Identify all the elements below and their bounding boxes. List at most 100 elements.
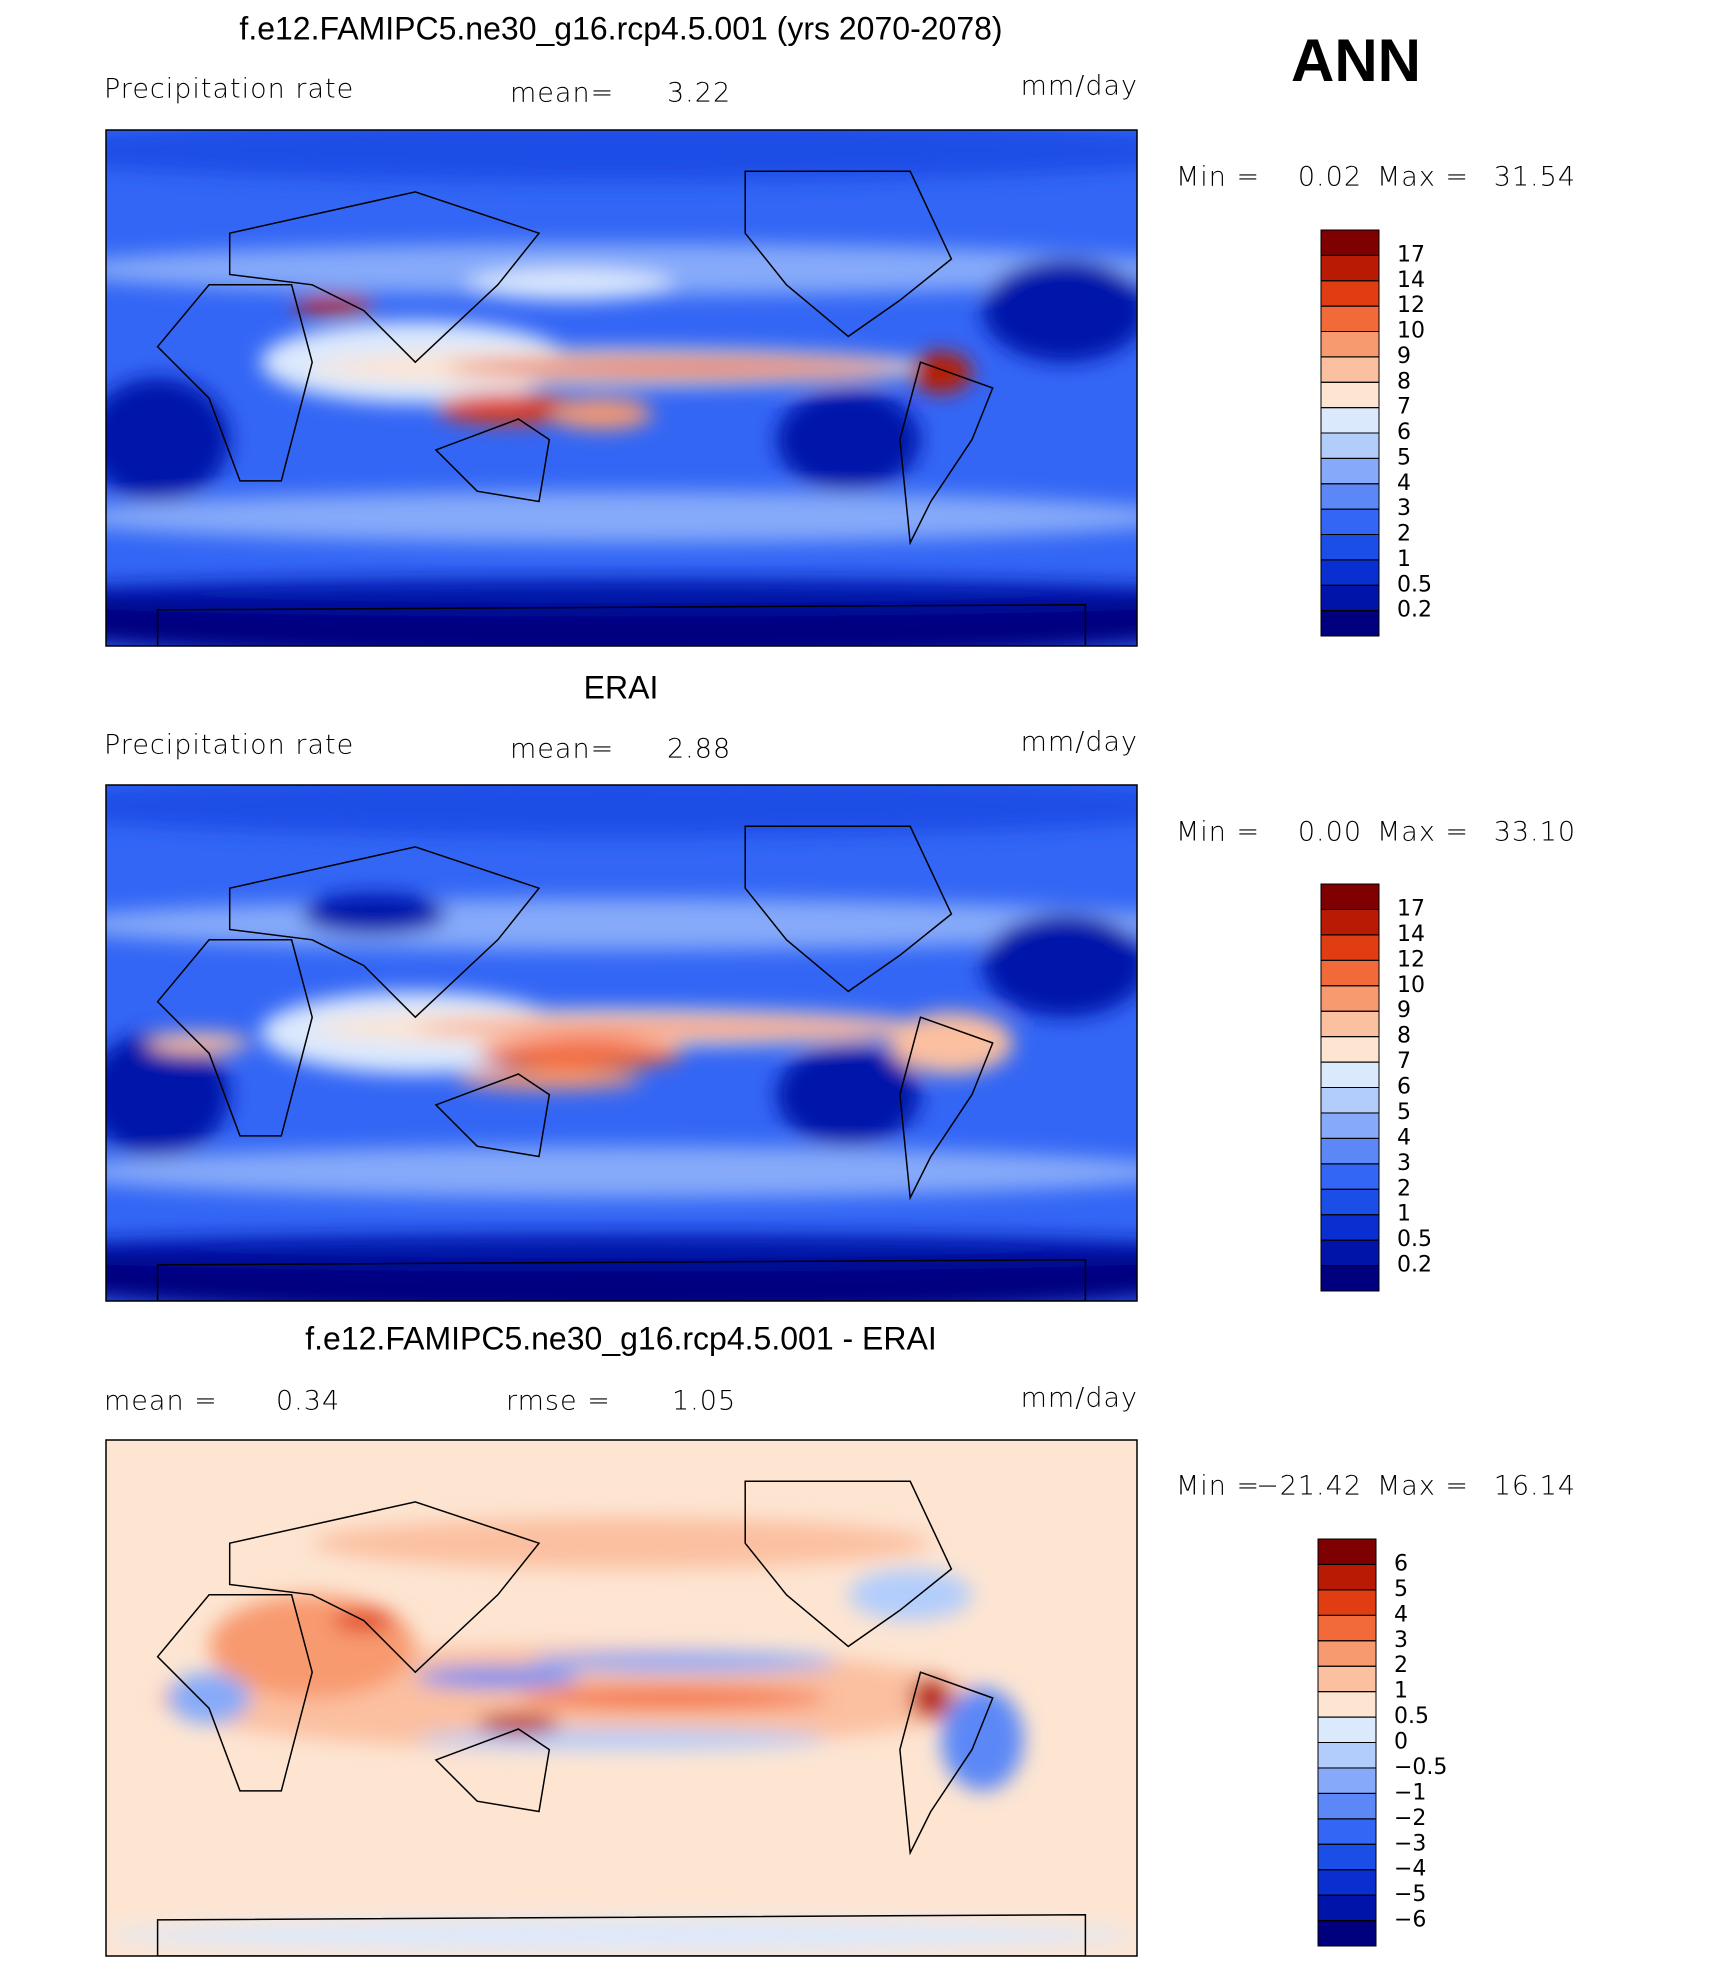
min-label: Min = <box>1176 1471 1260 1502</box>
units: mm/day <box>1021 727 1138 758</box>
colorbar-box <box>1317 1563 1377 1591</box>
colorbar-label: 14 <box>1397 268 1425 293</box>
field-region <box>415 1667 581 1688</box>
units: mm/day <box>1021 1383 1138 1414</box>
field-region <box>106 578 1137 610</box>
field-label: Precipitation rate <box>104 74 354 105</box>
colorbar-label: −6 <box>1394 1908 1426 1933</box>
field-region <box>106 1032 230 1157</box>
coastline <box>228 191 541 364</box>
field-region <box>106 491 1137 543</box>
mean-label: mean= <box>510 78 614 109</box>
colorbar-label: 0.5 <box>1397 1227 1432 1252</box>
map-frame <box>105 129 1138 647</box>
colorbar-label: 6 <box>1397 420 1411 445</box>
colorbar-box <box>1320 407 1380 434</box>
field-label: Precipitation rate <box>104 730 354 761</box>
colorbar-label: 4 <box>1397 471 1411 496</box>
colorbar-label: 3 <box>1394 1628 1408 1653</box>
colorbar-label: 10 <box>1397 973 1425 998</box>
colorbar-label: 5 <box>1397 445 1411 470</box>
min-label: Min = <box>1176 162 1260 193</box>
min-value: −21.42 <box>1256 1471 1362 1502</box>
map-frame <box>105 784 1138 1302</box>
coastline <box>228 1501 541 1674</box>
coastline <box>156 939 313 1137</box>
coastline <box>744 170 953 338</box>
coastline <box>744 1480 953 1648</box>
map-field <box>106 785 1137 1301</box>
colorbar-label: 3 <box>1397 496 1411 521</box>
field-region <box>167 1672 251 1724</box>
colorbar-box <box>1320 305 1380 332</box>
field-region <box>477 1713 560 1735</box>
field-region <box>106 1233 1137 1265</box>
mean-label: mean = <box>104 1386 218 1417</box>
colorbar-box <box>1317 1818 1377 1845</box>
rmse-value: 1.05 <box>672 1386 736 1417</box>
map-frame <box>105 1439 1138 1957</box>
colorbar-label: 4 <box>1397 1125 1411 1150</box>
colorbar-box <box>1317 1538 1377 1565</box>
max-value: 31.54 <box>1494 162 1576 193</box>
colorbar-box <box>1320 280 1380 307</box>
colorbar-label: 0.2 <box>1397 598 1432 623</box>
colorbar-label: 5 <box>1394 1577 1408 1602</box>
colorbar-box <box>1320 1239 1380 1267</box>
map-field <box>106 1517 1137 1951</box>
colorbar-box <box>1320 534 1380 561</box>
colorbar-label: 0.2 <box>1397 1253 1432 1278</box>
colorbar-label: 0 <box>1394 1730 1408 1755</box>
colorbar-box <box>1320 356 1380 383</box>
field-region <box>466 269 674 301</box>
season-label: ANN <box>1291 27 1421 94</box>
field-region <box>291 295 375 316</box>
colorbar-label: −2 <box>1394 1806 1426 1831</box>
coastline <box>434 1728 551 1813</box>
colorbar-box <box>1320 934 1380 961</box>
mean-value: 2.88 <box>667 734 731 765</box>
colorbar-label: 14 <box>1397 922 1425 947</box>
colorbar-label: 8 <box>1397 1024 1411 1049</box>
field-region <box>312 1517 931 1569</box>
mean-label: mean= <box>510 734 614 765</box>
colorbar-label: 9 <box>1397 998 1411 1023</box>
colorbar-box <box>1320 883 1380 910</box>
field-region <box>910 351 973 394</box>
min-value: 0.00 <box>1298 817 1362 848</box>
field-region <box>106 377 230 502</box>
colorbar-box <box>1320 1265 1380 1292</box>
max-value: 33.10 <box>1494 817 1576 848</box>
colorbar-box <box>1317 1767 1377 1794</box>
field-region <box>528 1651 839 1673</box>
colorbar-box <box>1320 432 1380 459</box>
colorbar-box <box>1317 1920 1377 1947</box>
coastline <box>156 1913 1087 1956</box>
colorbar-box <box>1317 1742 1377 1769</box>
colorbar-label: 17 <box>1397 896 1425 921</box>
coastline <box>434 1073 551 1158</box>
colorbar-label: −3 <box>1394 1831 1426 1856</box>
colorbar-box <box>1320 908 1380 936</box>
panel-title: ERAI <box>584 669 659 705</box>
coastline <box>156 603 1087 646</box>
colorbar-box <box>1317 1640 1377 1667</box>
min-value: 0.02 <box>1298 162 1362 193</box>
colorbar-box <box>1320 457 1380 485</box>
field-region <box>415 1021 931 1034</box>
colorbar-box <box>1317 1792 1377 1820</box>
colorbar-box <box>1320 1163 1380 1190</box>
coastline <box>899 1016 994 1201</box>
colorbar-box <box>1320 331 1380 358</box>
colorbar-label: −5 <box>1394 1882 1426 1907</box>
colorbar-label: −0.5 <box>1394 1755 1447 1780</box>
mean-value: 0.34 <box>276 1386 340 1417</box>
max-label: Max = <box>1377 1471 1469 1502</box>
field-region <box>106 130 1137 182</box>
map <box>106 1440 1137 1956</box>
colorbar-box <box>1320 508 1380 535</box>
field-region <box>776 1043 921 1147</box>
colorbar-label: 10 <box>1397 319 1425 344</box>
colorbar-label: 1 <box>1397 1202 1411 1227</box>
